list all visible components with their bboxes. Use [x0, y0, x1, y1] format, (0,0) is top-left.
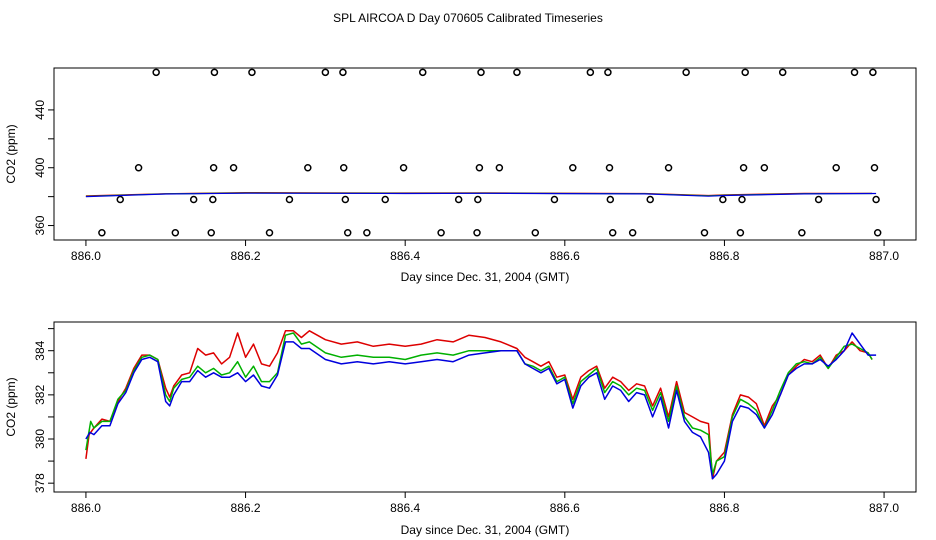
- calibration-point: [739, 163, 748, 172]
- calibration-axis-ticks: 886.0 886.2 886.4 886.6 886.8 887.0 360 400 440: [33, 100, 899, 263]
- calibration-point: [321, 68, 330, 77]
- timeseries-x-tick-label: 886.6: [550, 501, 580, 515]
- timeseries-x-tick-label: 886.0: [71, 501, 101, 515]
- calibration-point: [682, 68, 690, 77]
- calibration-point: [285, 195, 294, 204]
- calibration-point: [134, 163, 143, 172]
- calibration-x-tick-label: 886.4: [390, 249, 420, 263]
- timeseries-x-tick-label: 886.8: [709, 501, 739, 515]
- calibration-point: [814, 195, 823, 204]
- calibration-point: [265, 229, 274, 237]
- calibration-x-tick-label: 886.2: [231, 249, 261, 263]
- calibration-x-tick-label: 886.8: [709, 249, 739, 263]
- calibration-point: [605, 163, 614, 172]
- calibration-point: [116, 195, 124, 204]
- timeseries-series-lines: [85, 330, 877, 480]
- calibration-point: [760, 163, 769, 172]
- calibration-point: [363, 229, 371, 237]
- timeseries-panel: 886.0 886.2 886.4 886.6 886.8 887.0 378 380 382 3…: [4, 321, 917, 537]
- calibration-point: [339, 163, 348, 172]
- calibration-point: [381, 195, 389, 204]
- chart-title: SPL AIRCOA D Day 070605 Calibrated Times…: [333, 11, 603, 25]
- timeseries-x-axis-title: Day since Dec. 31, 2004 (GMT): [401, 523, 570, 537]
- calibration-point: [550, 195, 559, 204]
- timeseries-y-axis-title: CO2 (ppm): [4, 377, 18, 436]
- calibration-point: [870, 163, 879, 172]
- timeseries-x-tick-label: 887.0: [869, 501, 899, 515]
- calibration-point: [473, 229, 481, 237]
- calibration-point: [531, 229, 540, 237]
- timeseries-y-tick-label: 380: [33, 429, 47, 449]
- calibration-point: [736, 229, 745, 237]
- calibration-plot-frame: [53, 67, 917, 241]
- calibration-point: [738, 195, 746, 204]
- calibration-x-tick-label: 886.0: [71, 249, 101, 263]
- calibration-y-tick-label: 360: [33, 215, 47, 235]
- timeseries-y-tick-label: 378: [33, 473, 47, 493]
- calibration-point: [832, 163, 840, 172]
- calibration-point: [608, 229, 617, 237]
- timeseries-x-tick-label: 886.4: [390, 501, 420, 515]
- calibration-point: [152, 68, 160, 77]
- calibration-point: [850, 68, 859, 77]
- calibration-point: [399, 163, 408, 172]
- calibration-point: [513, 68, 521, 77]
- calibration-point: [872, 195, 880, 204]
- calibration-point: [474, 195, 482, 204]
- calibration-point: [646, 195, 654, 204]
- calibration-point: [778, 68, 787, 77]
- calibration-point: [700, 229, 709, 237]
- calibration-point: [477, 68, 485, 77]
- calibration-point: [586, 68, 595, 77]
- calibration-point: [210, 68, 219, 77]
- calibration-point: [454, 195, 463, 204]
- calibration-point: [189, 195, 198, 204]
- calibration-point: [664, 163, 673, 172]
- timeseries-axis-ticks: 886.0 886.2 886.4 886.6 886.8 887.0 378 380 382 3…: [33, 328, 899, 515]
- timeseries-y-tick-label: 382: [33, 385, 47, 405]
- calibration-point: [248, 68, 256, 77]
- calibration-point: [98, 229, 106, 237]
- calibration-point: [304, 163, 312, 172]
- calibration-point: [604, 68, 612, 77]
- calibration-point: [437, 229, 445, 237]
- calibration-point: [628, 229, 637, 237]
- calibration-point: [495, 163, 504, 172]
- calibration-point: [209, 163, 218, 172]
- calibration-series-blue: [85, 192, 877, 198]
- calibration-point: [869, 68, 877, 77]
- timeseries-series-red: [85, 330, 873, 480]
- calibration-point: [418, 68, 427, 77]
- calibration-point: [209, 195, 217, 204]
- calibration-x-tick-label: 887.0: [869, 249, 899, 263]
- calibration-point: [606, 195, 615, 204]
- calibration-y-tick-label: 400: [33, 157, 47, 177]
- calibration-x-tick-label: 886.6: [550, 249, 580, 263]
- calibration-point: [343, 229, 352, 237]
- calibration-point: [341, 195, 350, 204]
- calibration-point: [229, 163, 238, 172]
- calibration-point: [475, 163, 484, 172]
- calibration-point: [207, 229, 215, 237]
- calibration-x-axis-title: Day since Dec. 31, 2004 (GMT): [401, 270, 570, 284]
- timeseries-plot-frame: [53, 321, 917, 493]
- timeseries-x-tick-label: 886.2: [231, 501, 261, 515]
- calibration-point: [798, 229, 806, 237]
- calibration-point: [339, 68, 347, 77]
- calibration-point: [171, 229, 180, 237]
- timeseries-series-green: [85, 332, 873, 476]
- calibration-point: [873, 229, 882, 237]
- calibration-y-tick-label: 440: [33, 100, 47, 120]
- calibration-point: [569, 163, 577, 172]
- calibration-points: [98, 68, 882, 237]
- timeseries-y-tick-label: 384: [33, 340, 47, 360]
- calibration-panel: 886.0 886.2 886.4 886.6 886.8 887.0360400440 …: [4, 67, 917, 284]
- calibration-point: [741, 68, 749, 77]
- calibration-series-lines: [85, 192, 877, 198]
- calibration-point: [719, 195, 727, 204]
- calibration-y-axis-title: CO2 (ppm): [4, 124, 18, 183]
- timeseries-series-blue: [85, 332, 877, 480]
